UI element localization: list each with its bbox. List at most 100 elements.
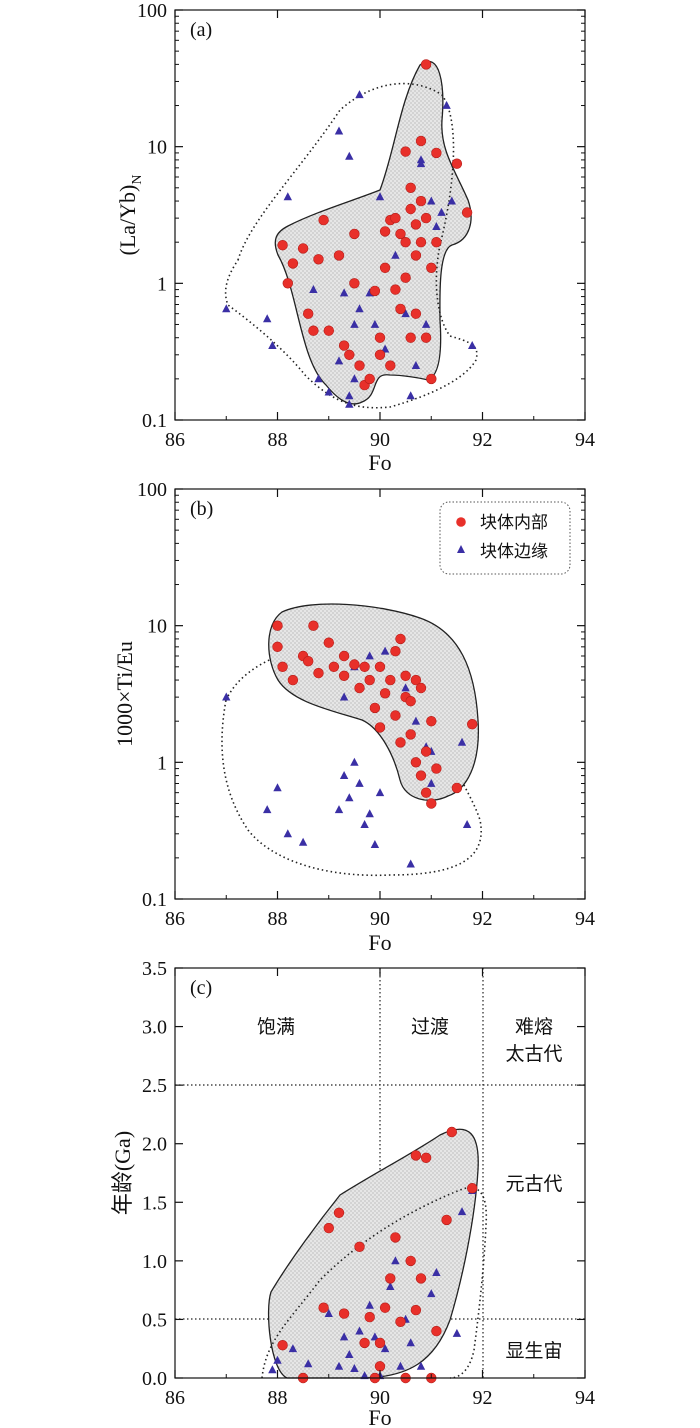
data-point-interior: [426, 262, 437, 273]
data-point-interior: [410, 757, 422, 768]
panel-b-tag: (b): [190, 498, 213, 520]
data-point-edge: [432, 222, 441, 230]
panel-b-interior-region: [268, 603, 480, 801]
data-point-edge: [222, 692, 231, 701]
panel-b-xtick-label: 88: [268, 908, 288, 930]
data-point-edge: [416, 159, 426, 168]
data-point-interior: [344, 349, 355, 360]
data-point-edge: [345, 391, 354, 400]
panel-a-inner-field: [224, 60, 478, 409]
data-point-edge: [288, 1344, 298, 1353]
data-point-edge: [268, 1365, 277, 1374]
data-point-interior: [287, 258, 299, 269]
panel-a-margin-region: [224, 82, 478, 409]
data-point-interior: [379, 688, 391, 699]
panel-a-ylabel: (La/Yb)N: [115, 175, 145, 256]
data-point-interior: [410, 674, 422, 686]
data-point-interior: [405, 182, 416, 194]
panel-c-ylabel: 年龄(Ga): [110, 1131, 135, 1215]
panel-a-xtick-label: 88: [268, 429, 288, 451]
panel-a-points-edge: [222, 90, 477, 408]
data-point-interior: [431, 763, 442, 774]
data-point-edge: [222, 304, 231, 313]
data-point-interior: [390, 212, 401, 224]
data-point-interior: [410, 250, 422, 261]
data-point-edge: [437, 207, 446, 216]
data-point-interior: [349, 659, 360, 670]
data-point-edge: [370, 319, 380, 328]
data-point-edge: [457, 1207, 467, 1216]
data-point-edge: [375, 788, 385, 797]
data-point-edge: [263, 314, 272, 323]
panel-a-ytick-label: 10: [147, 137, 167, 159]
data-point-interior: [379, 226, 391, 237]
data-point-edge: [411, 361, 421, 369]
panel-c-xtick-label: 86: [165, 1387, 185, 1409]
data-point-interior: [390, 645, 401, 657]
data-point-edge: [416, 1361, 426, 1370]
panel-a-tag: (a): [190, 19, 212, 41]
legend-interior-marker: [456, 517, 466, 527]
data-point-interior: [385, 1273, 396, 1284]
panel-a-xtick-label: 92: [473, 429, 493, 451]
panel-a-ticks: 86 88 90 92 94 0.1 1 10 100: [137, 0, 595, 451]
data-point-edge: [350, 757, 359, 766]
data-point-edge: [339, 1332, 349, 1341]
data-point-interior: [379, 262, 391, 273]
zone-label-refractory: 难熔: [515, 1016, 553, 1038]
data-point-interior: [385, 674, 396, 686]
data-point-interior: [410, 308, 422, 319]
data-point-edge: [380, 646, 390, 655]
data-point-interior: [374, 349, 386, 360]
panel-c-xtick-label: 88: [268, 1387, 288, 1409]
data-point-edge: [339, 288, 349, 297]
data-point-interior: [426, 373, 437, 385]
data-point-interior: [297, 243, 309, 254]
data-point-edge: [406, 859, 415, 868]
data-point-interior: [420, 332, 432, 343]
data-point-interior: [282, 278, 293, 289]
data-point-edge: [298, 837, 308, 846]
data-point-interior: [364, 674, 375, 686]
data-point-edge: [427, 778, 436, 787]
panel-b-ytick-label: 1: [157, 752, 167, 774]
data-point-interior: [313, 667, 324, 679]
panel-c-ytick-label: 2.0: [142, 1134, 167, 1156]
data-point-edge: [334, 805, 344, 814]
data-point-edge: [391, 250, 400, 259]
legend-edge-label: 块体边缘: [480, 542, 548, 562]
data-point-edge: [375, 192, 385, 201]
data-point-interior: [303, 655, 314, 667]
panel-c-xtick-label: 94: [575, 1387, 595, 1409]
panel-a-xlabel: Fo: [368, 450, 391, 475]
panel-a-interior-region: [274, 60, 472, 405]
data-point-interior: [374, 722, 386, 733]
panel-a-xtick-label: 90: [370, 429, 390, 451]
data-point-edge: [324, 1309, 333, 1317]
data-point-edge: [283, 192, 292, 201]
panel-a: 86 88 90 92 94 0.1 1 10 100 (a) Fo (La/Yb)N: [115, 0, 595, 475]
panel-b-ytick-label: 0.1: [142, 889, 167, 911]
panel-b-xtick-label: 92: [473, 908, 493, 930]
data-point-interior: [400, 237, 411, 248]
data-point-interior: [390, 710, 401, 721]
data-point-edge: [386, 1282, 395, 1290]
data-point-interior: [467, 718, 478, 730]
data-point-edge: [355, 90, 364, 99]
data-point-edge: [360, 820, 369, 828]
data-point-interior: [364, 373, 375, 385]
data-point-interior: [308, 325, 319, 336]
data-point-interior: [395, 303, 406, 315]
panel-c-xtick-label: 92: [473, 1387, 493, 1409]
data-point-interior: [272, 620, 283, 631]
data-point-interior: [328, 661, 340, 672]
data-point-edge: [345, 1350, 354, 1358]
data-point-interior: [318, 1302, 329, 1313]
legend-interior-label: 块体内部: [480, 513, 548, 533]
zone-label-fertile: 饱满: [257, 1016, 295, 1038]
data-point-interior: [405, 695, 416, 707]
data-point-interior: [333, 250, 345, 261]
data-point-interior: [318, 214, 329, 226]
data-point-interior: [395, 1316, 406, 1328]
data-point-edge: [334, 1361, 344, 1370]
